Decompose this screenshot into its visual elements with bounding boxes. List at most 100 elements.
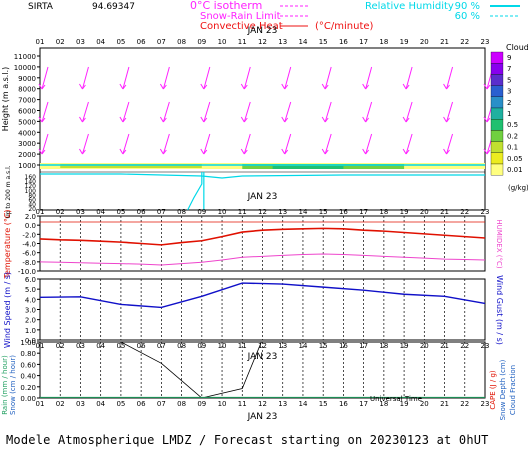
bottom-hour-label: 07 (157, 400, 166, 408)
wind-arrow (240, 133, 251, 155)
y-tick-label: 0.20 (20, 384, 36, 392)
wind-arrow (402, 101, 413, 123)
wind-arrow (38, 133, 49, 155)
mid-hour-label: 18 (379, 208, 388, 216)
top-hour-label: 15 (319, 38, 328, 46)
bottom-hour-label: 14 (298, 400, 307, 408)
bottom-hour-label: 08 (177, 400, 186, 408)
bottom-hour-label: 13 (278, 400, 287, 408)
wind-panel-frame (39, 47, 486, 211)
bottom-hour-label: 23 (481, 400, 490, 408)
low-height-tick-label: 160 (25, 174, 37, 181)
wind-speed-panel-series-line (39, 282, 486, 309)
wind-arrow (362, 101, 373, 123)
top-hour-label: 10 (218, 38, 227, 46)
cloud-scale-swatch (490, 163, 504, 176)
bottom-hour-label: 18 (379, 400, 388, 408)
wind-arrow (443, 101, 454, 123)
cloud-scale-swatch (490, 63, 504, 75)
y-tick-label: 1.00 (20, 339, 36, 347)
mid-hour-label: 17 (359, 208, 368, 216)
height-tick-label: 5000 (18, 118, 36, 126)
low-height-tick-label: 80 (28, 192, 36, 199)
cloud-scale-swatch (490, 96, 504, 109)
mid-hour-label: 06 (137, 208, 146, 216)
cloud-scale-swatch (490, 152, 504, 165)
site-name: SIRTA (28, 2, 54, 12)
bottom-hour-label: 17 (359, 400, 368, 408)
cloud-scale-swatch (490, 119, 504, 131)
bottom-hour-label: 20 (420, 400, 429, 408)
mid-hour-label: 19 (400, 208, 409, 216)
mid-hour-label: 23 (481, 208, 490, 216)
temperature-panel-series-line (39, 227, 486, 246)
mid-hour-label: 08 (177, 208, 186, 216)
wind-arrow (443, 66, 454, 90)
height-tick-label: 2000 (18, 151, 36, 159)
precip-series-line (120, 342, 262, 398)
bottom-hour-label: 06 (137, 400, 146, 408)
low-height-tick-label: 140 (25, 179, 37, 186)
top-hour-label: 04 (96, 38, 105, 46)
top-hour-label: 05 (116, 38, 125, 46)
cloud-scale-label: 0.01 (507, 166, 523, 174)
legend-rh90: 90 % (455, 1, 480, 12)
wind-arrow (321, 133, 332, 155)
mid-hour-label: 02 (56, 208, 65, 216)
legend-convective: Convective Heat (200, 21, 283, 32)
low-height-tick-label: 120 (25, 183, 37, 190)
snow-depth-axis-label: Snow Depth (cm) (499, 359, 507, 420)
top-hour-label: 13 (278, 38, 287, 46)
top-hour-label: 14 (298, 38, 307, 46)
mid-hour-label: 13 (278, 208, 287, 216)
wind-arrows (38, 66, 494, 155)
wind-arrow (38, 101, 49, 123)
wind-arrow (281, 133, 292, 155)
y-tick-label: -8.0 (22, 259, 36, 267)
mid-hour-label: 20 (420, 208, 429, 216)
wind-arrow (321, 101, 332, 123)
wind-arrow (79, 101, 89, 123)
y-tick-label: 0.00 (20, 395, 36, 403)
date-label-mid: JAN 23 (247, 192, 278, 202)
height-tick-label: 11000 (14, 53, 36, 61)
y-tick-label: 0.0 (25, 222, 36, 230)
universal-time-label: Universal Time (370, 395, 422, 403)
wind-arrow (79, 133, 89, 155)
wind-arrow (79, 66, 89, 90)
y-tick-label: 0.0 (25, 337, 36, 345)
wind-arrow (38, 66, 49, 90)
y-tick-label: 3.0 (25, 307, 36, 315)
legend-rh60: 60 % (455, 11, 480, 22)
mid-hour-label: 21 (440, 208, 449, 216)
cloud-scale-label: 9 (507, 54, 511, 62)
cloud-scale-label: 1 (507, 110, 511, 118)
top-hour-label: 08 (177, 38, 186, 46)
cloud-scale-label: 0.05 (507, 155, 523, 163)
y-tick-label: 0.40 (20, 373, 36, 381)
wind-arrow (362, 66, 373, 90)
low-height-tick-label: 20 (28, 206, 36, 213)
top-hour-label: 02 (56, 38, 65, 46)
height-tick-label: 4000 (18, 129, 36, 137)
date-label-precip: JAN 23 (247, 352, 278, 362)
wind-arrow (240, 66, 251, 90)
wind-arrow (443, 133, 454, 155)
y-tick-label: 2.0 (25, 213, 36, 221)
top-hour-label: 20 (420, 38, 429, 46)
cape-axis-label: CAPE (J / g) (489, 370, 497, 410)
wind-arrow (281, 101, 292, 123)
mid-hour-label: 09 (197, 208, 206, 216)
top-hour-label: 22 (460, 38, 469, 46)
wind-arrow (119, 133, 130, 155)
bottom-hour-label: 12 (258, 400, 267, 408)
top-hour-label: 12 (258, 38, 267, 46)
bottom-hour-label: 05 (116, 400, 125, 408)
wind-arrow (402, 133, 413, 155)
cloud-scale-label: 2 (507, 99, 511, 107)
bottom-hour-label: 15 (319, 400, 328, 408)
bottom-hour-label: 16 (339, 400, 348, 408)
cloud-scale-label: 0.5 (507, 121, 518, 129)
mid-hour-label: 05 (116, 208, 125, 216)
legend-rel-hum: Relative Humidity (365, 1, 454, 12)
